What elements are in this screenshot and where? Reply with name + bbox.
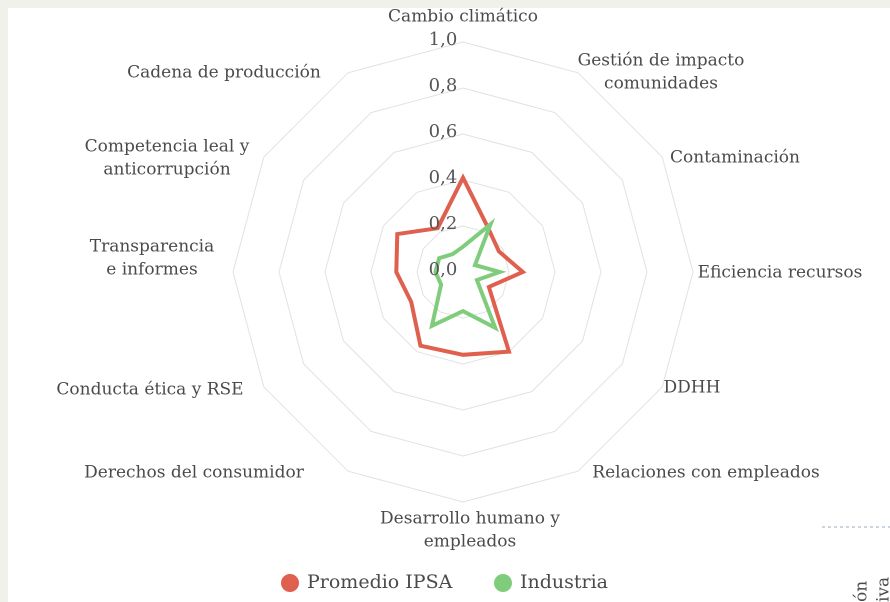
axis-label: Competencia leal y	[85, 137, 250, 157]
axis-label: Relaciones con empleados	[592, 463, 819, 483]
grid-ring	[370, 179, 556, 365]
axis-label: anticorrupción	[103, 160, 230, 180]
grid-ring	[416, 225, 510, 319]
legend-marker	[494, 574, 512, 592]
grid-ring	[324, 133, 602, 411]
series-line	[394, 173, 527, 357]
y-tick-label: 0,8	[429, 75, 458, 96]
grid-ring	[232, 41, 694, 503]
axis-label: e informes	[106, 260, 197, 280]
axis-label: Eficiencia recursos	[698, 263, 863, 283]
axis-label: Derechos del consumidor	[84, 463, 305, 483]
y-tick-label: 0,4	[429, 167, 458, 188]
y-tick-label: 1,0	[429, 29, 458, 50]
axis-label: Gestión de impacto	[578, 51, 745, 71]
series-line	[429, 217, 507, 332]
axis-label: comunidades	[604, 74, 718, 94]
side-text: ón	[852, 581, 872, 602]
y-tick-label: 0,6	[429, 121, 458, 142]
axis-label: Cadena de producción	[127, 63, 321, 83]
axis-label: Contaminación	[670, 148, 800, 168]
axis-label: Cambio climático	[388, 7, 538, 27]
panel	[8, 8, 890, 602]
legend-label: Promedio IPSA	[307, 571, 453, 593]
y-tick-label: 0,2	[429, 213, 458, 234]
legend-label: Industria	[520, 571, 608, 593]
axis-label: empleados	[424, 532, 517, 552]
axis-label: Desarrollo humano y	[380, 509, 560, 529]
axis-label: Conducta ética y RSE	[56, 380, 243, 400]
axis-label: DDHH	[664, 378, 721, 398]
legend-marker	[281, 574, 299, 592]
grid-ring	[278, 87, 648, 457]
axis-label: Transparencia	[90, 237, 215, 257]
side-text: iva	[874, 577, 890, 602]
y-tick-label: 0,0	[429, 259, 458, 280]
